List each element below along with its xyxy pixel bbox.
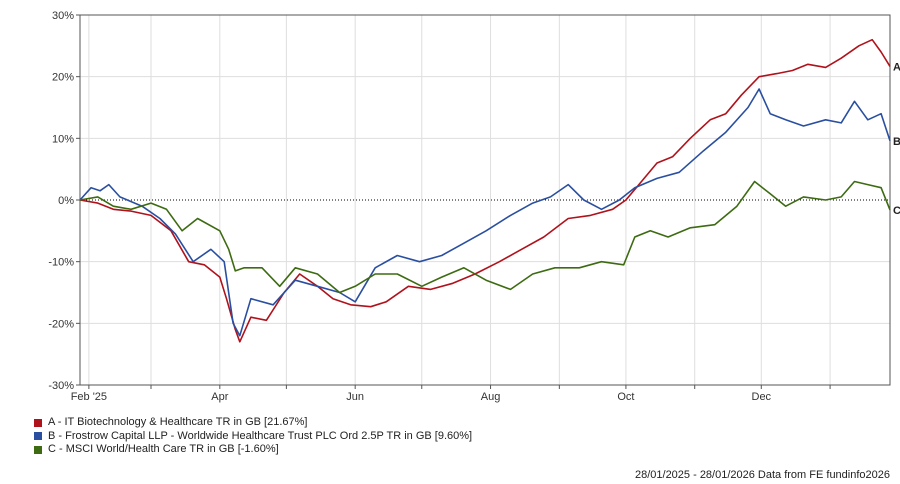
legend-item: A - IT Biotechnology & Healthcare TR in … xyxy=(34,416,472,430)
x-tick-label: Feb '25 xyxy=(71,391,107,403)
legend-label: C - MSCI World/Health Care TR in GB [-1.… xyxy=(48,443,279,455)
legend-swatch xyxy=(34,418,42,427)
x-tick-label: Jun xyxy=(346,391,364,403)
legend-label: A - IT Biotechnology & Healthcare TR in … xyxy=(48,416,308,428)
y-tick-label: -20% xyxy=(48,318,74,330)
series-end-labels: A B C xyxy=(893,61,900,216)
y-tick-label: -10% xyxy=(48,257,74,269)
y-tick-label: 30% xyxy=(52,10,74,22)
series-line xyxy=(79,180,891,294)
y-tick-label: -30% xyxy=(48,380,74,392)
series-end-label: A xyxy=(893,61,900,73)
series-end-label: B xyxy=(893,136,900,148)
date-range-footer: 28/01/2025 - 28/01/2026 Data from FE fun… xyxy=(634,469,890,481)
x-tick-label: Oct xyxy=(617,391,634,403)
legend: A - IT Biotechnology & Healthcare TR in … xyxy=(34,416,472,457)
y-tick-label: 20% xyxy=(52,72,74,84)
y-axis-ticks: 30% 20% 10% 0% -10% -20% -30% xyxy=(48,10,80,392)
series-line xyxy=(79,38,891,343)
legend-swatch xyxy=(34,445,42,454)
y-tick-label: 0% xyxy=(58,195,74,207)
series-lines xyxy=(79,38,891,343)
y-tick-label: 10% xyxy=(52,133,74,145)
x-tick-label: Apr xyxy=(211,391,228,403)
x-tick-label: Aug xyxy=(481,391,501,403)
gridlines xyxy=(80,15,890,385)
legend-label: B - Frostrow Capital LLP - Worldwide Hea… xyxy=(48,429,473,442)
legend-swatch xyxy=(34,432,42,441)
line-chart: 30% 20% 10% 0% -10% -20% -30% Feb '25 Apr Jun Aug… xyxy=(48,10,900,403)
x-tick-label: Dec xyxy=(752,391,772,403)
legend-item: C - MSCI World/Health Care TR in GB [-1.… xyxy=(34,443,472,457)
legend-item: B - Frostrow Capital LLP - Worldwide Hea… xyxy=(34,430,472,444)
series-line xyxy=(79,88,891,337)
x-axis-ticks: Feb '25 Apr Jun Aug Oct Dec xyxy=(71,385,831,403)
series-end-label: C xyxy=(893,205,900,217)
